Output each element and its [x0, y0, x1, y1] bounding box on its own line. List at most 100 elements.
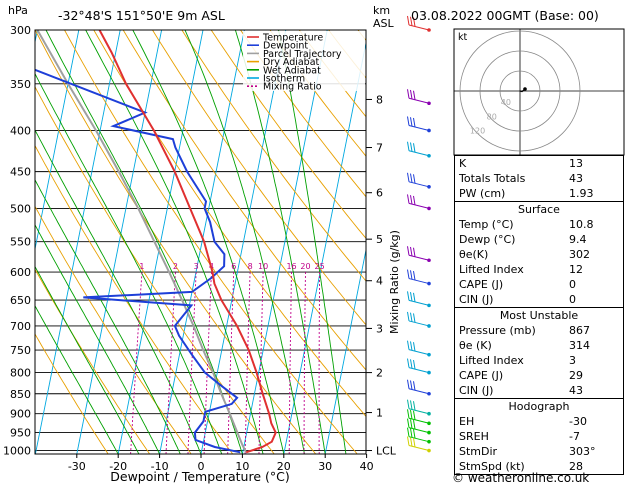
wind-barb-flag — [410, 246, 413, 257]
index-label: CIN (J) — [459, 293, 494, 306]
mixing-ratio-label: 10 — [258, 262, 268, 271]
dry-adiabat — [35, 205, 192, 454]
km-tick-label: 5 — [376, 233, 383, 246]
legend-background — [243, 31, 365, 91]
mixing-ratio-label: 25 — [315, 262, 325, 271]
surface-table: Surface Temp (°C) 10.8 Dewp (°C) 9.4 θe(K) 30… — [454, 202, 624, 308]
mixing-ratio-line — [130, 272, 143, 454]
wind-barb-staff — [408, 97, 430, 104]
wind-barb-staff — [408, 320, 430, 327]
wind-barb-flag — [413, 401, 416, 411]
pressure-tick-label: 900 — [10, 408, 31, 421]
hodograph-frame — [453, 28, 625, 156]
wind-barb-staff — [408, 427, 430, 434]
wind-barb-point — [427, 28, 431, 32]
wind-barb-staff — [408, 445, 430, 452]
index-row: Lifted Index 12 — [455, 262, 624, 277]
index-row: Temp (°C) 10.8 — [455, 217, 624, 232]
hodograph-table: Hodograph EH -30 SREH -7 StmDir 303° StmSpd (k… — [454, 399, 624, 475]
index-row: CIN (J) 0 — [455, 292, 624, 308]
wet-adiabat — [35, 223, 160, 454]
wind-barb-staff — [408, 367, 430, 374]
wind-barb-point — [427, 206, 431, 211]
wind-barb-flag — [413, 410, 416, 420]
temperature-line — [98, 30, 277, 454]
hodograph-ring-label: 120 — [470, 126, 485, 135]
isotherm-line — [283, 40, 366, 454]
copyright-footer[interactable]: © weatheronline.co.uk — [452, 471, 590, 485]
wind-barb-staff — [408, 202, 430, 209]
index-row: K 13 — [455, 156, 624, 172]
wind-barb-flag — [407, 141, 410, 151]
index-label: θe(K) — [459, 248, 489, 261]
pressure-tick-label: 600 — [10, 266, 31, 279]
legend-label: Dewpoint — [263, 41, 308, 52]
index-row: CAPE (J) 29 — [455, 368, 624, 383]
wind-barb-flag — [413, 247, 416, 257]
index-value: 13 — [569, 157, 583, 170]
wind-barb-flag — [407, 427, 410, 437]
wind-barb-flag — [410, 437, 413, 447]
wind-barb-flag — [413, 117, 416, 128]
index-row: Dewp (°C) 9.4 — [455, 232, 624, 247]
wind-barb-flag — [413, 437, 416, 448]
wind-barb-point — [427, 411, 431, 416]
wind-barb-flag — [410, 117, 413, 127]
wind-barb-point — [427, 303, 431, 308]
pressure-tick-label: 300 — [10, 24, 31, 37]
hodograph-ring — [499, 70, 541, 112]
indices-panel: K 13 Totals Totals 43 PW (cm) 1.93 Surface Te… — [454, 155, 624, 475]
wind-barb-flag — [413, 429, 416, 439]
index-value: 314 — [569, 339, 590, 352]
index-value: 0 — [569, 293, 576, 306]
index-value: 3 — [569, 354, 576, 367]
profiles — [35, 30, 277, 454]
wind-barb-point — [427, 421, 431, 426]
index-row: Pressure (mb) 867 — [455, 323, 624, 338]
wind-barb-staff — [408, 436, 430, 443]
mixing-ratio-line — [227, 272, 235, 454]
wind-barb-flag — [413, 292, 416, 302]
wet-adiabat — [184, 30, 305, 454]
pressure-tick-label: 500 — [10, 202, 31, 215]
wind-barb-flag — [413, 360, 416, 370]
wind-barb-flag — [410, 173, 413, 183]
index-value: 29 — [569, 369, 583, 382]
wet-adiabat — [234, 30, 326, 454]
pressure-tick-label: 950 — [10, 427, 31, 440]
index-row: θe (K) 314 — [455, 338, 624, 353]
index-value: 43 — [569, 384, 583, 397]
x-tick-label: 10 — [235, 460, 249, 473]
wind-barb-point — [427, 281, 431, 286]
asl-label: ASL — [373, 17, 395, 30]
wind-barb-flag — [410, 270, 413, 280]
pressure-tick-label: 750 — [10, 344, 31, 357]
datetime-label: 03.08.2022 00GMT (Base: 00) — [411, 8, 599, 23]
index-label: K — [459, 157, 467, 170]
dry-adiabat — [93, 30, 366, 418]
pressure-tick-label: 1000 — [3, 445, 31, 458]
wind-barb-flag — [410, 341, 413, 351]
hpa-label: hPa — [8, 4, 28, 17]
isotherm-line — [35, 30, 80, 252]
wind-barb-flag — [407, 418, 410, 428]
wind-barb-flag — [413, 420, 416, 430]
wet-adiabat — [35, 178, 181, 454]
index-row: SREH -7 — [455, 429, 624, 444]
index-label: CAPE (J) — [459, 278, 504, 291]
legend-label: Parcel Trajectory — [263, 49, 342, 60]
dry-adiabat — [35, 268, 150, 454]
index-row: Lifted Index 3 — [455, 353, 624, 368]
x-tick-label: -10 — [151, 460, 169, 473]
index-value: 867 — [569, 324, 590, 337]
isotherm-line — [35, 30, 121, 454]
index-row: StmSpd (kt) 28 — [455, 459, 624, 475]
index-label: CIN (J) — [459, 384, 494, 397]
isotherm-line — [117, 30, 204, 454]
wind-barb-flag — [413, 381, 416, 391]
surface-title: Surface — [518, 203, 560, 216]
index-value: -7 — [569, 430, 580, 443]
dewpoint-line — [35, 68, 241, 454]
